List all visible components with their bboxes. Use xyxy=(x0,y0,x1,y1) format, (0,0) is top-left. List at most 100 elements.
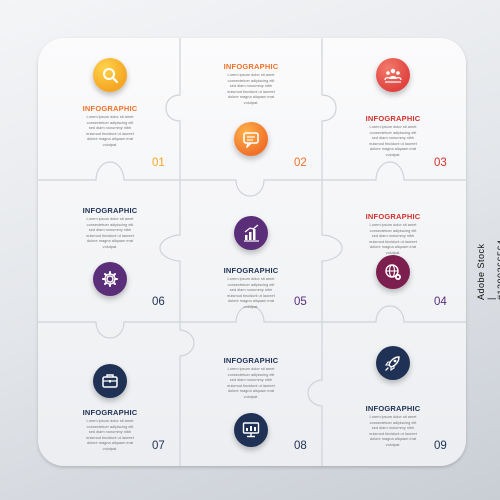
card-body-line: Lorem ipsum dolor sit amet xyxy=(227,366,275,371)
card-body-line: sed diam nonummy nibh xyxy=(229,83,273,89)
card-body-line: volutpat. xyxy=(385,441,401,447)
card-body-text: Lorem ipsum dolor sit amet consectetuer a… xyxy=(208,72,294,106)
card-body-line: euismod tincidunt ut laoreet xyxy=(369,430,417,436)
card-body-line: dolore magna aliquam erat xyxy=(227,388,275,394)
card-body-line: volutpat. xyxy=(385,151,401,157)
card-body-line: dolore magna aliquam erat xyxy=(86,440,134,446)
card-body-line: sed diam nonummy nibh xyxy=(371,425,415,431)
card-body-line: dolore magna aliquam erat xyxy=(86,238,134,244)
card-body-line: Lorem ipsum dolor sit amet xyxy=(86,216,134,221)
card-body-line: euismod tincidunt ut laoreet xyxy=(369,140,417,146)
briefcase-icon xyxy=(93,364,127,398)
card-number: 09 xyxy=(434,440,447,452)
card-title: INFOGRAPHIC xyxy=(82,206,138,215)
card-body-line: consectetuer adipiscing elit xyxy=(369,227,417,233)
card-title: INFOGRAPHIC xyxy=(223,356,279,365)
globe-settings-icon xyxy=(376,255,410,289)
card-body-line: dolore magna aliquam erat xyxy=(369,146,417,152)
card-body-line: sed diam nonummy nibh xyxy=(88,227,132,233)
card-body-line: Lorem ipsum dolor sit amet xyxy=(227,72,275,77)
card-body-line: dolore magna aliquam erat xyxy=(227,298,275,304)
card-body-line: dolore magna aliquam erat xyxy=(369,244,417,250)
card-body-line: consectetuer adipiscing elit xyxy=(227,371,275,377)
card-number: 07 xyxy=(152,440,165,452)
card-body-line: Lorem ipsum dolor sit amet xyxy=(86,114,134,119)
card-body-line: volutpat. xyxy=(102,445,118,451)
chat-bubble-icon-glyph xyxy=(243,132,259,148)
bar-chart-icon-glyph xyxy=(244,224,259,242)
card-body-line: Lorem ipsum dolor sit amet xyxy=(227,276,275,281)
card-body-line: consectetuer adipiscing elit xyxy=(86,423,134,429)
monitor-chart-icon-glyph xyxy=(242,422,260,438)
card-title: INFOGRAPHIC xyxy=(82,104,138,113)
card-title: INFOGRAPHIC xyxy=(223,62,279,71)
card-body-line: sed diam nonummy nibh xyxy=(371,233,415,239)
card-body-line: Lorem ipsum dolor sit amet xyxy=(369,222,417,227)
card-body-line: euismod tincidunt ut laoreet xyxy=(369,238,417,244)
card-title: INFOGRAPHIC xyxy=(82,408,138,417)
card-body-line: consectetuer adipiscing elit xyxy=(227,281,275,287)
card-body-line: consectetuer adipiscing elit xyxy=(86,221,134,227)
card-body-line: volutpat. xyxy=(385,249,401,255)
briefcase-icon-glyph xyxy=(102,374,118,388)
card-body-line: euismod tincidunt ut laoreet xyxy=(227,88,275,94)
card-number: 03 xyxy=(434,157,447,169)
card-title: INFOGRAPHIC xyxy=(365,212,421,221)
card-body-line: euismod tincidunt ut laoreet xyxy=(227,292,275,298)
card-body-line: consectetuer adipiscing elit xyxy=(369,129,417,135)
card-body-text: Lorem ipsum dolor sit amet consectetuer a… xyxy=(208,366,294,400)
rocket-icon xyxy=(376,346,410,380)
card-body-line: euismod tincidunt ut laoreet xyxy=(86,434,134,440)
card-body-text: Lorem ipsum dolor sit amet consectetuer a… xyxy=(67,216,153,250)
team-icon-glyph xyxy=(384,68,402,83)
card-body-line: volutpat. xyxy=(243,99,259,105)
gear-icon xyxy=(93,262,127,296)
monitor-chart-icon xyxy=(234,413,268,447)
card-title: INFOGRAPHIC xyxy=(223,266,279,275)
magnifier-icon xyxy=(93,58,127,92)
card-body-text: Lorem ipsum dolor sit amet consectetuer a… xyxy=(350,414,436,448)
card-body-line: sed diam nonummy nibh xyxy=(229,287,273,293)
card-body-line: dolore magna aliquam erat xyxy=(227,94,275,100)
chat-bubble-icon xyxy=(234,122,268,156)
card-body-line: dolore magna aliquam erat xyxy=(369,436,417,442)
card-body-text: Lorem ipsum dolor sit amet consectetuer a… xyxy=(67,114,153,148)
card-title: INFOGRAPHIC xyxy=(365,114,421,123)
card-body-line: volutpat. xyxy=(102,243,118,249)
magnifier-icon-glyph xyxy=(103,68,119,84)
card-number: 02 xyxy=(294,157,307,169)
card-body-line: dolore magna aliquam erat xyxy=(86,136,134,142)
card-body-text: Lorem ipsum dolor sit amet consectetuer a… xyxy=(208,276,294,310)
puzzle-seams xyxy=(38,38,466,466)
card-body-line: Lorem ipsum dolor sit amet xyxy=(86,418,134,423)
card-number: 01 xyxy=(152,157,165,169)
card-body-line: volutpat. xyxy=(243,303,259,309)
card-number: 04 xyxy=(434,296,447,308)
card-body-line: euismod tincidunt ut laoreet xyxy=(227,382,275,388)
card-body-text: Lorem ipsum dolor sit amet consectetuer a… xyxy=(350,222,436,256)
card-body-line: Lorem ipsum dolor sit amet xyxy=(369,414,417,419)
rocket-icon-glyph xyxy=(384,356,400,372)
card-body-line: sed diam nonummy nibh xyxy=(371,135,415,141)
card-body-text: Lorem ipsum dolor sit amet consectetuer a… xyxy=(350,124,436,158)
card-body-line: euismod tincidunt ut laoreet xyxy=(86,130,134,136)
card-body-line: euismod tincidunt ut laoreet xyxy=(86,232,134,238)
card-number: 05 xyxy=(294,296,307,308)
card-body-line: sed diam nonummy nibh xyxy=(88,429,132,435)
bar-chart-icon xyxy=(234,216,268,250)
card-body-line: volutpat. xyxy=(243,393,259,399)
card-body-line: consectetuer adipiscing elit xyxy=(369,419,417,425)
card-number: 06 xyxy=(152,296,165,308)
card-title: INFOGRAPHIC xyxy=(365,404,421,413)
card-body-line: consectetuer adipiscing elit xyxy=(86,119,134,125)
board-background xyxy=(38,38,466,466)
card-body-line: sed diam nonummy nibh xyxy=(88,125,132,131)
card-body-line: consectetuer adipiscing elit xyxy=(227,77,275,83)
card-body-line: volutpat. xyxy=(102,141,118,147)
gear-icon-glyph xyxy=(102,271,118,287)
card-body-line: sed diam nonummy nibh xyxy=(229,377,273,383)
card-number: 08 xyxy=(294,440,307,452)
watermark-text: Adobe Stock | #1209266564 xyxy=(476,239,500,300)
card-body-line: Lorem ipsum dolor sit amet xyxy=(369,124,417,129)
